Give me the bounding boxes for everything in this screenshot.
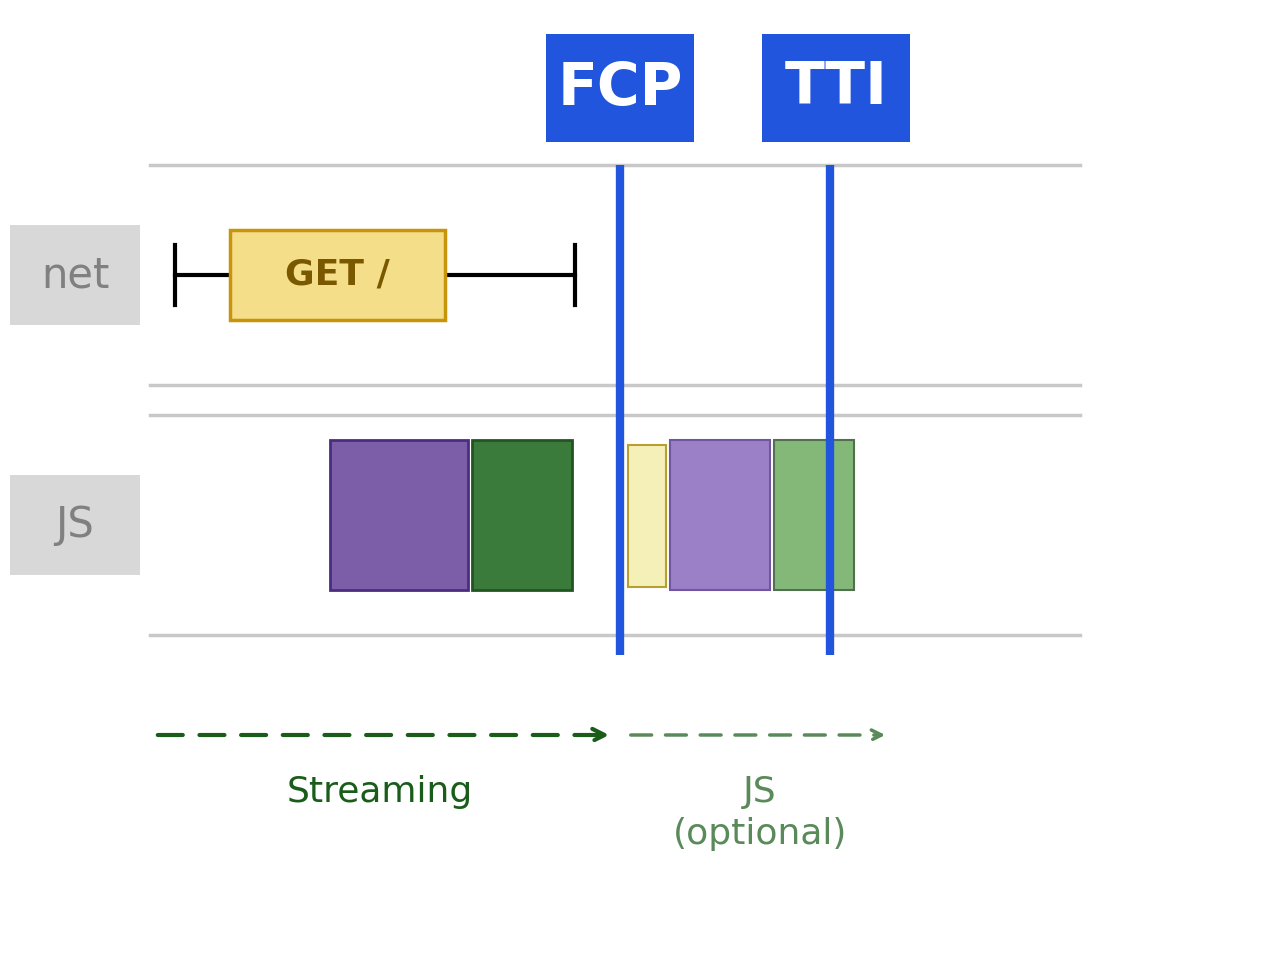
Text: FCP: FCP [557, 59, 683, 117]
FancyBboxPatch shape [10, 475, 140, 575]
Bar [670, 440, 770, 590]
Bar [230, 230, 445, 320]
Text: JS: JS [56, 504, 94, 546]
Bar [628, 445, 667, 587]
FancyBboxPatch shape [10, 225, 140, 325]
Text: net: net [41, 254, 109, 296]
Text: Streaming: Streaming [287, 775, 473, 809]
Text: JS
(optional): JS (optional) [673, 775, 847, 851]
Bar [329, 440, 468, 590]
Text: GET /: GET / [285, 258, 391, 292]
Text: TTI: TTI [785, 59, 888, 117]
Bar [472, 440, 572, 590]
FancyBboxPatch shape [762, 34, 909, 142]
Bar [773, 440, 854, 590]
FancyBboxPatch shape [546, 34, 695, 142]
